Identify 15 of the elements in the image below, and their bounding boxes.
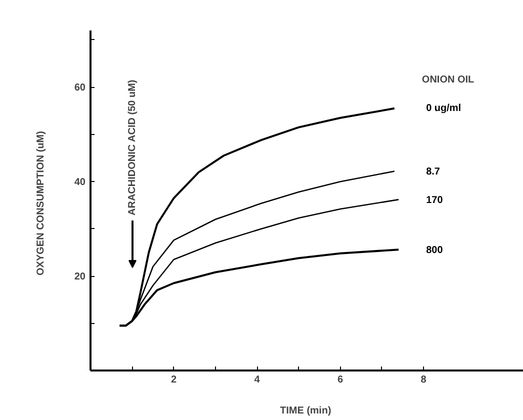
annotation: ARACHIDONIC ACID (50 uM): [127, 80, 138, 216]
x-tick-label: 6: [338, 374, 344, 386]
text: 0 ug/ml: [426, 102, 462, 114]
x-tick-label: 4: [254, 374, 260, 386]
y-axis-title: OXYGEN CONSUMPTION (uM): [35, 131, 46, 276]
text: 800: [426, 245, 444, 256]
x-axis-title: TIME (min): [280, 406, 332, 416]
x-tick-label: 2: [170, 374, 177, 386]
y-tick-label: 20: [74, 272, 86, 283]
x-tick-label: 8: [420, 374, 427, 386]
legend-title: ONION OIL: [422, 74, 474, 86]
text: 8.7: [426, 166, 440, 178]
y-tick-label: 60: [74, 82, 86, 94]
y-tick-label: 40: [74, 177, 86, 188]
text: 170: [426, 195, 444, 206]
